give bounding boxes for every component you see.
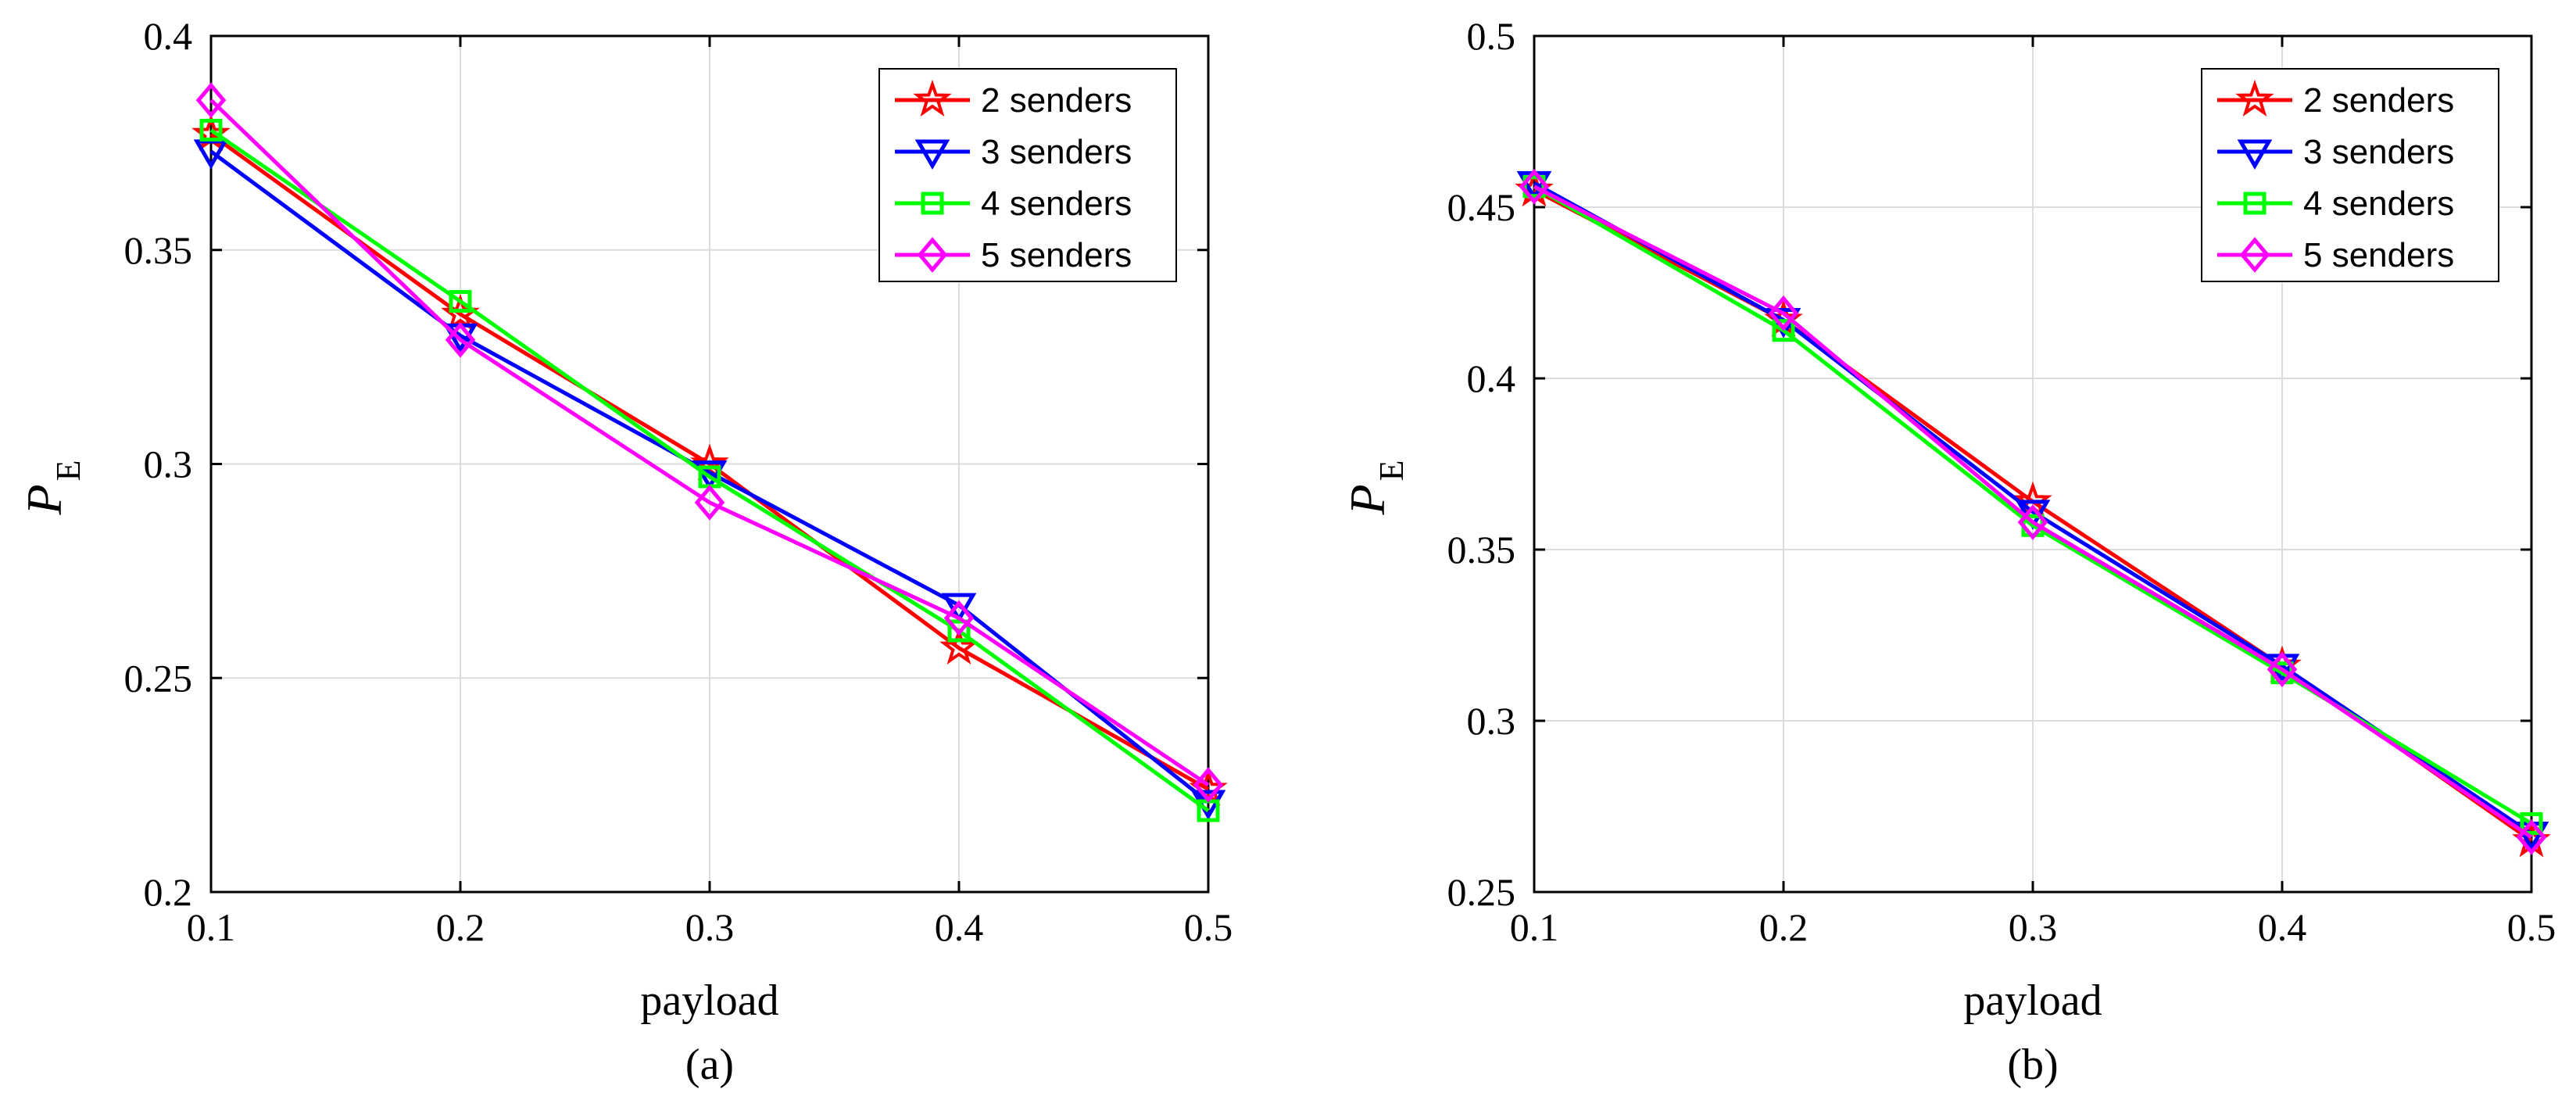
legend-marker bbox=[2237, 139, 2273, 170]
legend-item: 4 senders bbox=[895, 184, 1132, 223]
data-point-marker bbox=[449, 289, 472, 313]
legend-item: 5 senders bbox=[895, 236, 1132, 274]
data-point-marker bbox=[2516, 819, 2547, 855]
legend: 2 senders 3 senders 4 senders 5 senders bbox=[878, 68, 1177, 282]
data-point-marker bbox=[2267, 651, 2298, 688]
figure-caption: (b) bbox=[2007, 1041, 2058, 1089]
data-point-marker bbox=[943, 600, 975, 636]
y-axis-label-subscript: E bbox=[49, 460, 88, 482]
x-tick-label: 0.3 bbox=[2009, 905, 2058, 949]
data-point-marker bbox=[690, 443, 729, 481]
y-tick-label: 0.2 bbox=[144, 870, 193, 914]
series-line bbox=[209, 99, 1210, 787]
data-point-marker bbox=[445, 321, 476, 358]
series-line bbox=[209, 149, 1210, 804]
data-point-marker bbox=[2520, 811, 2543, 835]
legend-marker bbox=[917, 237, 948, 273]
series-5-senders bbox=[1519, 168, 2547, 855]
legend-marker bbox=[914, 139, 950, 170]
x-tick-label: 0.1 bbox=[187, 905, 236, 949]
legend-label: 4 senders bbox=[2303, 184, 2454, 223]
legend-item: 5 senders bbox=[2217, 236, 2454, 274]
legend-item: 3 senders bbox=[895, 133, 1132, 171]
data-point-marker bbox=[939, 627, 979, 665]
data-point-marker bbox=[694, 484, 725, 521]
x-tick-label: 0.4 bbox=[935, 905, 984, 949]
chart-panel-1: 0.1 0.2 0.3 0.4 0.50.20.250.30.350.4payload(… bbox=[16, 14, 1233, 1089]
y-tick-label: 0.5 bbox=[1467, 14, 1516, 58]
legend-label: 5 senders bbox=[2303, 236, 2454, 274]
data-point-marker bbox=[2017, 504, 2048, 540]
legend-item: 2 senders bbox=[895, 79, 1132, 120]
legend-marker bbox=[913, 79, 952, 117]
y-axis-label: PE bbox=[16, 460, 88, 516]
data-point-marker bbox=[1768, 295, 1799, 331]
data-point-marker bbox=[1522, 175, 1546, 199]
y-tick-label: 0.25 bbox=[124, 656, 193, 700]
data-point-marker bbox=[692, 460, 728, 491]
x-tick-label: 0.2 bbox=[1759, 905, 1809, 949]
x-axis-label: payload bbox=[640, 976, 778, 1025]
y-tick-label: 0.3 bbox=[1467, 699, 1516, 743]
y-tick-label: 0.35 bbox=[124, 228, 193, 272]
x-tick-label: 0.5 bbox=[2507, 905, 2556, 949]
chart-panel-2: 0.1 0.2 0.3 0.4 0.5 0.25 0.3 0.35 0.4 0.45 0.5 payl… bbox=[1340, 14, 2556, 1089]
data-point-marker bbox=[199, 118, 223, 142]
x-tick-label: 0.3 bbox=[685, 905, 735, 949]
legend-label: 4 senders bbox=[981, 184, 1132, 223]
data-point-marker bbox=[1772, 319, 1795, 342]
y-axis-label-main: P bbox=[1340, 484, 1395, 515]
x-tick-label: 0.4 bbox=[2258, 905, 2307, 949]
x-tick-label: 0.5 bbox=[1184, 905, 1233, 949]
series-5-senders bbox=[195, 82, 1224, 804]
series-4-senders bbox=[199, 118, 1220, 822]
legend-label: 3 senders bbox=[2303, 133, 2454, 171]
x-tick-label: 0.1 bbox=[1510, 905, 1559, 949]
legend-marker bbox=[921, 192, 944, 215]
x-tick-label: 0.2 bbox=[436, 905, 485, 949]
legend-label: 5 senders bbox=[981, 236, 1132, 274]
y-tick-label: 0.35 bbox=[1447, 528, 1516, 571]
legend-label: 2 senders bbox=[2303, 81, 2454, 120]
y-tick-label: 0.4 bbox=[144, 14, 193, 58]
y-axis-label: PE bbox=[1340, 460, 1411, 516]
y-axis-label-subscript: E bbox=[1372, 460, 1411, 482]
data-point-marker bbox=[947, 619, 971, 643]
legend-item: 3 senders bbox=[2217, 133, 2454, 171]
series-line bbox=[209, 128, 1210, 813]
y-tick-label: 0.45 bbox=[1447, 185, 1516, 229]
figure-caption: (a) bbox=[685, 1041, 734, 1089]
data-point-marker bbox=[1193, 767, 1224, 804]
data-point-marker bbox=[941, 593, 977, 624]
legend-marker bbox=[2243, 192, 2267, 215]
y-tick-label: 0.4 bbox=[1467, 356, 1516, 400]
x-axis-label: payload bbox=[1963, 976, 2102, 1025]
y-axis-label-main: P bbox=[16, 484, 72, 515]
legend-label: 2 senders bbox=[981, 81, 1132, 120]
series-line bbox=[1533, 184, 2533, 839]
legend-marker bbox=[2239, 237, 2270, 273]
data-point-marker bbox=[195, 82, 227, 119]
legend-item: 2 senders bbox=[2217, 79, 2454, 120]
legend-item: 4 senders bbox=[2217, 184, 2454, 223]
legend: 2 senders 3 senders 4 senders 5 senders bbox=[2201, 68, 2499, 282]
y-tick-label: 0.25 bbox=[1447, 870, 1516, 914]
legend-label: 3 senders bbox=[981, 133, 1132, 171]
y-tick-label: 0.3 bbox=[144, 442, 193, 486]
legend-marker bbox=[2235, 79, 2274, 117]
data-point-marker bbox=[1519, 168, 1550, 205]
